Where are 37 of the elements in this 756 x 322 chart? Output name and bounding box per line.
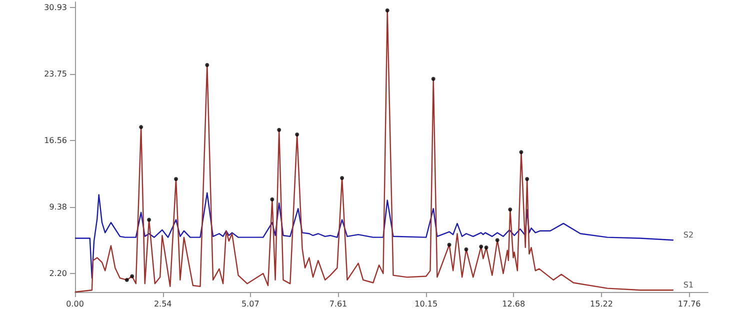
point	[447, 242, 452, 247]
y-tick-label: 2.20	[49, 268, 67, 278]
y-tick-label: 23.75	[44, 69, 67, 78]
line-series	[74, 10, 674, 293]
x-tick-label: 15.22	[590, 300, 613, 308]
point	[124, 278, 129, 282]
y-tick-label: 9.38	[49, 202, 67, 212]
x-tick-label: 0.00	[66, 300, 84, 308]
point	[431, 76, 436, 81]
x-tick-label: 10.15	[414, 300, 438, 308]
x-tick-label: 2.54	[154, 300, 172, 308]
point	[295, 132, 300, 136]
point	[340, 176, 344, 180]
point	[139, 125, 144, 130]
x-tick-label: 12.68	[502, 300, 526, 308]
x-tick-label: 7.61	[329, 300, 348, 308]
point	[270, 197, 274, 202]
y-tick-label: 30.93	[44, 2, 67, 12]
point	[205, 63, 210, 67]
x-tick-label: 5.07	[241, 300, 260, 308]
point	[484, 246, 488, 250]
series-label: S2	[683, 230, 694, 240]
point	[147, 218, 152, 222]
point	[464, 247, 468, 252]
point	[519, 150, 524, 154]
point	[508, 208, 512, 212]
point	[495, 238, 500, 242]
point	[479, 244, 484, 249]
line-series	[74, 192, 674, 279]
point	[277, 128, 282, 132]
y-tick-label: 16.56	[44, 136, 67, 145]
point	[385, 8, 390, 12]
series-label: S1	[683, 280, 694, 290]
x-tick-label: 17.76	[678, 300, 701, 308]
point	[130, 274, 134, 278]
point	[525, 176, 530, 181]
point	[174, 176, 178, 181]
